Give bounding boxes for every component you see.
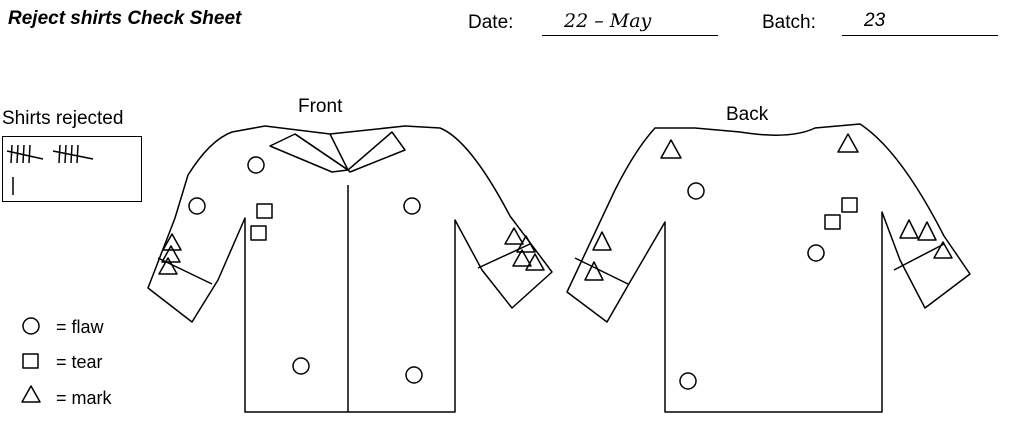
back-flaw-markers — [679, 182, 825, 390]
back-tear-markers — [824, 197, 858, 230]
front-shirt-outline — [147, 125, 553, 413]
back-view-label: Back — [726, 104, 769, 125]
front-view-label: Front — [298, 96, 343, 117]
front-tear-markers — [250, 203, 273, 241]
back-shirt-outline — [566, 123, 971, 413]
date-label: Date: — [468, 12, 514, 33]
batch-label: Batch: — [762, 12, 816, 33]
front-flaw-markers — [188, 156, 423, 384]
legend-triangle-icon — [21, 385, 41, 403]
front-mark-markers — [158, 227, 545, 275]
legend-square-icon — [22, 353, 39, 369]
batch-field[interactable]: 23 — [842, 10, 998, 36]
legend-circle-icon — [22, 317, 40, 335]
legend-tear-label: = tear — [56, 352, 103, 372]
back-mark-markers — [584, 133, 953, 281]
date-field[interactable]: 22 – May — [542, 10, 718, 36]
legend-mark-label: = mark — [56, 388, 112, 408]
shirts-rejected-label: Shirts rejected — [2, 108, 124, 129]
tally-box — [2, 136, 142, 202]
sheet-title: Reject shirts Check Sheet — [8, 8, 242, 29]
tally-marks — [6, 144, 94, 195]
legend-flaw-label: = flaw — [56, 317, 104, 337]
